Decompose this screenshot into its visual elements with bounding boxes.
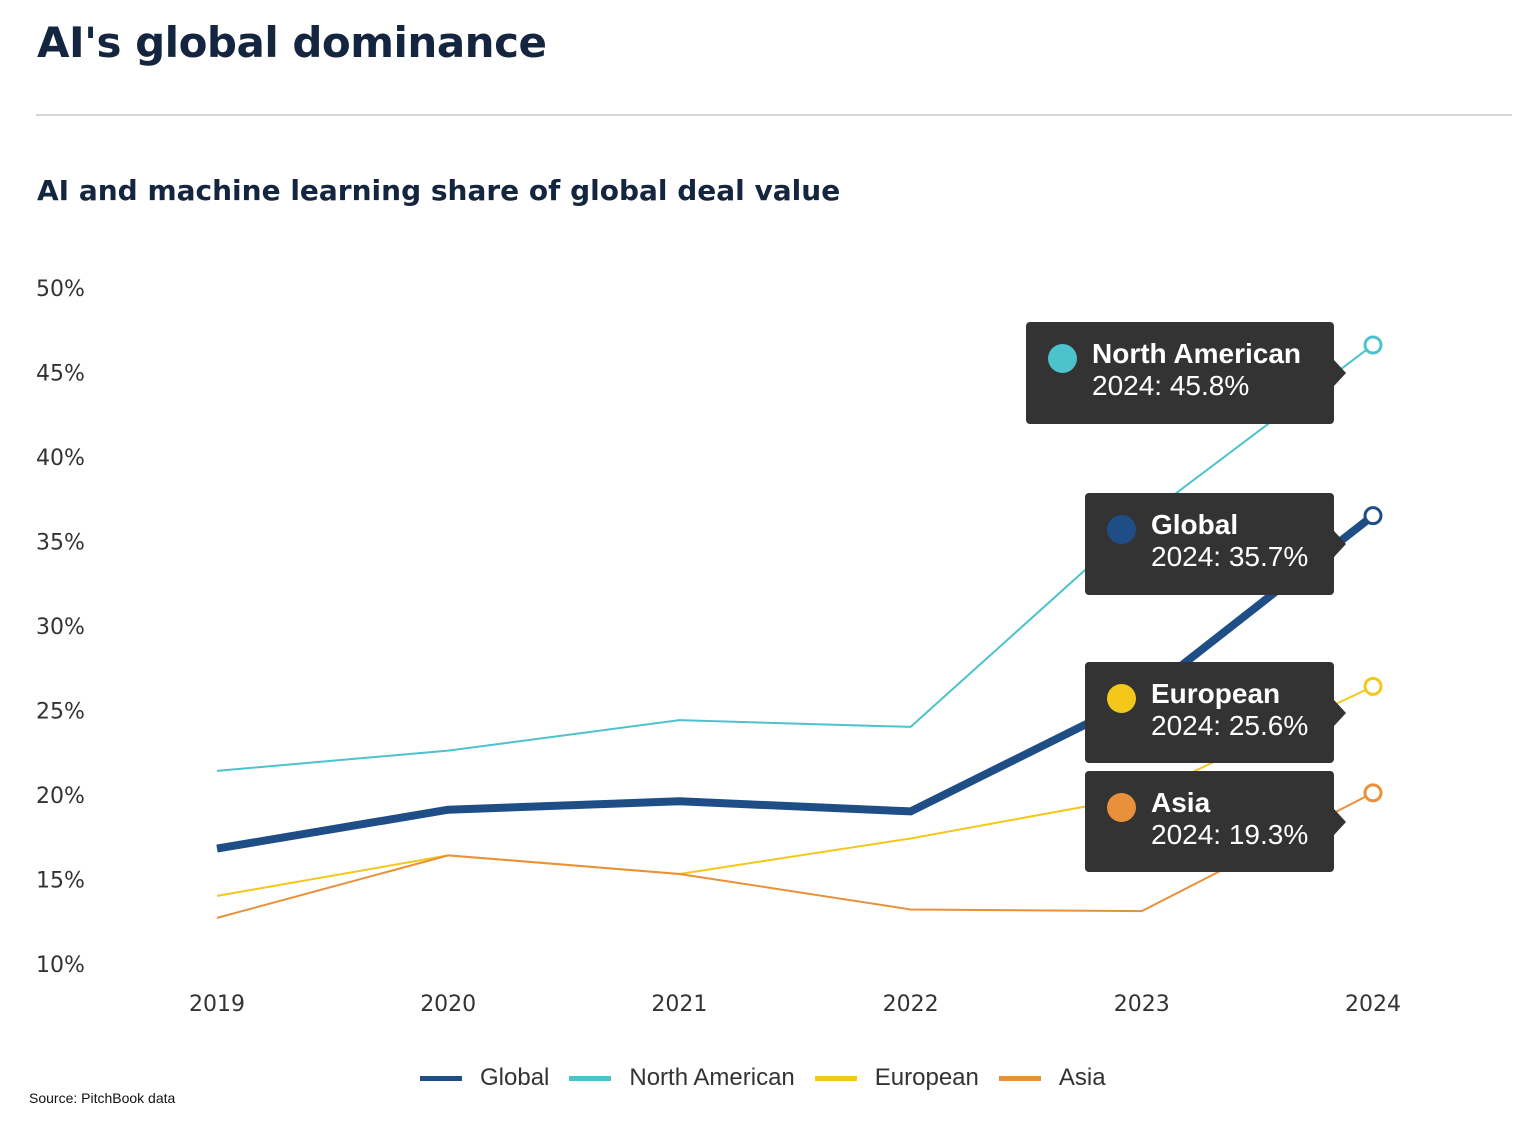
y-tick-label: 45% [36, 362, 85, 387]
legend-swatch [420, 1075, 462, 1081]
legend-swatch [814, 1075, 857, 1081]
x-tick-label: 2022 [883, 992, 939, 1017]
tooltip-value: 2024: 45.8% [1092, 370, 1250, 401]
legend-label: North American [629, 1064, 795, 1091]
y-tick-label: 20% [36, 784, 85, 809]
data-point-marker[interactable] [1363, 335, 1383, 355]
tooltip-series: Global [1151, 509, 1239, 540]
x-tick-label: 2023 [1114, 992, 1170, 1017]
y-tick-label: 30% [36, 615, 85, 640]
source-note: Source: PitchBook data [29, 1090, 176, 1106]
tooltip-global: Global 2024: 35.7% [1085, 493, 1346, 595]
tooltip-series: North American [1092, 338, 1302, 369]
tooltip-north-american: North American 2024: 45.8% [1026, 322, 1346, 424]
x-tick-label: 2021 [651, 992, 707, 1017]
legend-label: European [874, 1064, 979, 1091]
tooltip-value: 2024: 35.7% [1151, 541, 1309, 572]
legend-label: Asia [1058, 1064, 1106, 1091]
tooltip-value: 2024: 25.6% [1151, 710, 1309, 741]
x-tick-label: 2020 [420, 992, 476, 1017]
y-tick-label: 50% [36, 277, 85, 302]
legend-label: Global [480, 1064, 550, 1091]
tooltip-dot-icon [1107, 684, 1136, 713]
y-tick-label: 40% [36, 446, 85, 471]
tooltip-series: European [1151, 678, 1281, 709]
page-title: AI's global dominance [37, 18, 547, 67]
data-point-marker[interactable] [1363, 676, 1383, 696]
legend-item-asia[interactable]: Asia [998, 1064, 1106, 1092]
y-tick-label: 25% [36, 700, 85, 725]
tooltip-series: Asia [1151, 787, 1211, 818]
legend-swatch [569, 1075, 612, 1081]
divider [36, 114, 1512, 116]
tooltip-european: European 2024: 25.6% [1085, 662, 1346, 763]
chart-title: AI and machine learning share of global … [37, 174, 841, 207]
data-point-marker[interactable] [1363, 506, 1383, 526]
series-line-asia [216, 791, 1374, 919]
tooltip-dot-icon [1107, 515, 1136, 544]
legend-item-european[interactable]: European [814, 1064, 979, 1092]
tooltip-asia: Asia 2024: 19.3% [1085, 771, 1346, 872]
tooltip-dot-icon [1107, 793, 1136, 822]
data-point-marker[interactable] [1363, 783, 1383, 803]
x-tick-label: 2024 [1345, 992, 1401, 1017]
legend: Global North American European Asia [420, 1064, 1126, 1092]
series-line-north-american [216, 344, 1374, 772]
legend-item-north-american[interactable]: North American [569, 1064, 795, 1092]
y-tick-label: 10% [36, 953, 85, 978]
x-tick-label: 2019 [189, 992, 245, 1017]
legend-swatch [998, 1075, 1041, 1081]
y-tick-label: 35% [36, 531, 85, 556]
y-tick-label: 15% [36, 869, 85, 894]
tooltip-value: 2024: 19.3% [1151, 819, 1309, 850]
legend-item-global[interactable]: Global [420, 1064, 549, 1092]
tooltip-dot-icon [1048, 344, 1077, 373]
